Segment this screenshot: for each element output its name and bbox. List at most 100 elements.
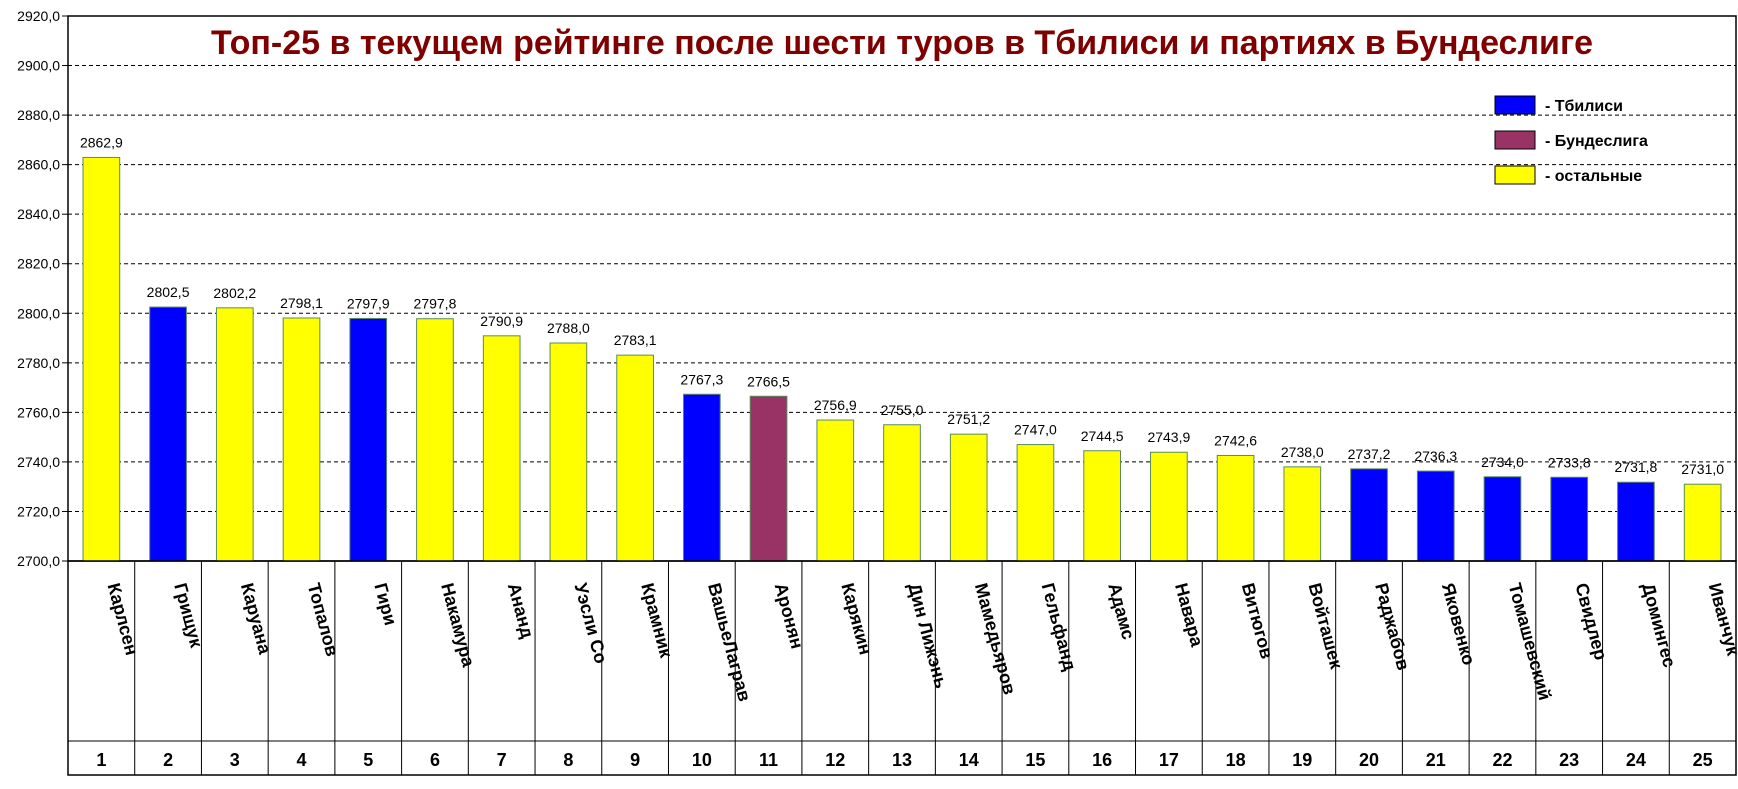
legend-swatch-1 <box>1494 95 1536 115</box>
category-label-4: Топалов <box>304 581 343 659</box>
category-label-12: Карякин <box>837 581 875 657</box>
category-label-9: Крамник <box>637 581 676 661</box>
rank-label-14: 14 <box>959 750 979 770</box>
data-label-3: 2802,2 <box>213 285 256 301</box>
data-label-7: 2790,9 <box>480 313 523 329</box>
legend-label-1: - Тбилиси <box>1545 98 1623 115</box>
rank-label-7: 7 <box>497 750 507 770</box>
bar-13 <box>883 424 921 562</box>
legend-swatch-3 <box>1494 165 1536 185</box>
data-label-1: 2862,9 <box>80 134 123 150</box>
rank-label-25: 25 <box>1693 750 1713 770</box>
rank-label-18: 18 <box>1226 750 1246 770</box>
data-label-2: 2802,5 <box>147 284 190 300</box>
data-label-14: 2751,2 <box>947 411 990 427</box>
bar-15 <box>1016 444 1055 562</box>
y-tick-label: 2700,0 <box>17 553 60 569</box>
bar-23 <box>1550 476 1589 562</box>
category-label-13: Дин Лижэнь <box>904 581 951 691</box>
category-label-15: Гельфанд <box>1038 581 1081 674</box>
y-axis-ticks: 2700,0 2720,0 2740,0 2760,0 2780,0 2800,0 2820… <box>17 8 68 569</box>
y-tick-label: 2900,0 <box>17 58 60 74</box>
gridlines <box>67 15 1737 562</box>
y-tick-label: 2920,0 <box>17 8 60 24</box>
rank-label-23: 23 <box>1559 750 1579 770</box>
bar-2 <box>149 306 187 562</box>
rank-label-13: 13 <box>892 750 912 770</box>
rank-label-4: 4 <box>297 750 307 770</box>
rank-label-5: 5 <box>363 750 373 770</box>
rank-label-8: 8 <box>563 750 573 770</box>
bar-17 <box>1150 451 1188 562</box>
category-label-10: ВашьеЛаграв <box>704 581 755 704</box>
data-label-23: 2733,8 <box>1548 454 1591 470</box>
category-label-7: Ананд <box>504 581 538 641</box>
category-label-3: Каруана <box>237 581 275 657</box>
rank-label-20: 20 <box>1359 750 1379 770</box>
data-label-5: 2797,9 <box>347 295 390 311</box>
rank-label-1: 1 <box>96 750 106 770</box>
data-label-19: 2738,0 <box>1281 444 1324 460</box>
legend-label-3: - остальные <box>1545 168 1642 185</box>
category-label-25: Иванчук <box>1705 581 1738 659</box>
y-tick-label: 2820,0 <box>17 256 60 272</box>
bar-1 <box>82 156 121 562</box>
data-labels: 2862,9 2802,5 2802,2 2798,1 2797,9 2797,8 2790… <box>80 134 1724 477</box>
bar-6 <box>416 318 454 562</box>
category-label-1: Карлсен <box>103 581 141 658</box>
bar-5 <box>349 317 388 562</box>
category-label-18: Витюгов <box>1238 581 1277 661</box>
legend-swatch-2 <box>1494 130 1536 150</box>
bar-10 <box>682 393 721 562</box>
bar-16 <box>1083 450 1122 562</box>
rank-label-10: 10 <box>692 750 712 770</box>
category-label-16: Адамс <box>1104 581 1138 642</box>
data-label-13: 2755,0 <box>881 402 924 418</box>
data-label-21: 2736,3 <box>1414 448 1457 464</box>
category-label-19: Войташек <box>1304 581 1346 672</box>
bar-22 <box>1483 476 1522 562</box>
category-label-6: Накамура <box>437 581 479 670</box>
data-label-12: 2756,9 <box>814 397 857 413</box>
legend-label-2: - Бундеслига <box>1545 133 1648 150</box>
rank-label-15: 15 <box>1025 750 1045 770</box>
bar-8 <box>549 342 588 562</box>
category-label-8: Уэсли Со <box>571 581 612 666</box>
data-label-15: 2747,0 <box>1014 422 1057 438</box>
bar-9 <box>616 354 654 562</box>
data-label-10: 2767,3 <box>680 371 723 387</box>
data-label-4: 2798,1 <box>280 295 323 311</box>
rank-label-22: 22 <box>1492 750 1512 770</box>
bar-3 <box>215 307 254 562</box>
y-tick-label: 2780,0 <box>17 355 60 371</box>
category-label-24: Домингес <box>1638 581 1680 670</box>
rank-label-2: 2 <box>163 750 173 770</box>
category-table: Карлсен1Грищук2Каруана3Топалов4Гири5Нака… <box>67 560 1738 776</box>
bar-25 <box>1683 483 1722 562</box>
y-tick-label: 2760,0 <box>17 404 60 420</box>
y-tick-label: 2840,0 <box>17 206 60 222</box>
data-label-11: 2766,5 <box>747 373 790 389</box>
data-label-9: 2783,1 <box>614 332 657 348</box>
rank-label-3: 3 <box>230 750 240 770</box>
data-label-17: 2743,9 <box>1147 429 1190 445</box>
y-tick-label: 2720,0 <box>17 503 60 519</box>
bars <box>82 156 1722 562</box>
bar-14 <box>949 433 988 562</box>
y-tick-label: 2860,0 <box>17 157 60 173</box>
data-label-24: 2731,8 <box>1615 459 1658 475</box>
category-label-20: Раджабов <box>1371 581 1413 673</box>
bar-4 <box>282 317 321 562</box>
bar-19 <box>1283 466 1322 562</box>
bar-21 <box>1416 470 1455 562</box>
data-label-25: 2731,0 <box>1681 461 1724 477</box>
y-tick-label: 2800,0 <box>17 305 60 321</box>
chart-title: Топ-25 в текущем рейтинге после шести ту… <box>211 24 1593 62</box>
rank-label-19: 19 <box>1292 750 1312 770</box>
bar-24 <box>1617 481 1655 562</box>
data-label-8: 2788,0 <box>547 320 590 336</box>
legend: - Тбилиси - Бундеслига - остальные <box>1494 95 1648 185</box>
rank-label-11: 11 <box>759 750 778 770</box>
